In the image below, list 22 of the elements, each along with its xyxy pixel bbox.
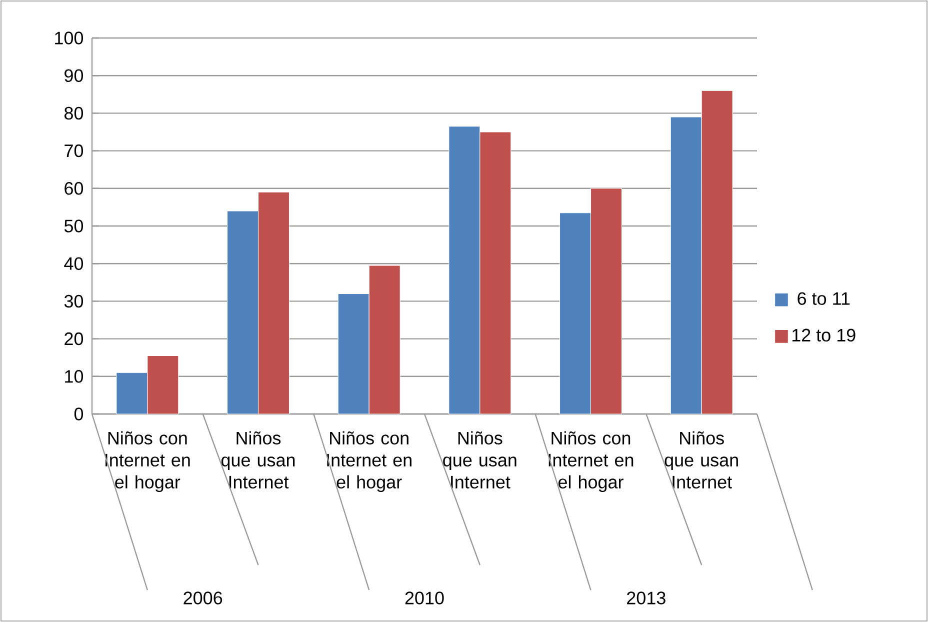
text: 2013 <box>627 592 666 604</box>
x-tick-label: Niños con Internet en el hogar <box>106 431 190 492</box>
y-tick-label: 60 <box>64 182 84 195</box>
y-tick-label: 80 <box>64 106 84 120</box>
x-tick-label: Niños con Internet en el hogar <box>327 431 412 492</box>
text: 2010 <box>405 592 444 604</box>
y-tick-label: 20 <box>64 332 84 346</box>
x-tick-label: Niños que usan Internet <box>664 431 738 488</box>
x-tick-label: Niños que usan Internet <box>221 431 295 488</box>
y-tick-label: 40 <box>64 257 84 270</box>
y-tick-label: 0 <box>74 408 84 420</box>
legend-label: 12 to 19 <box>792 328 856 342</box>
y-tick-label: 10 <box>65 370 84 383</box>
text: 2006 <box>184 592 222 604</box>
y-tick-label: 100 <box>55 32 84 44</box>
x-tick-label: Niños que usan Internet <box>443 431 516 488</box>
x-tick-label: Niños con Internet en el hogar <box>548 431 634 492</box>
y-tick-label: 70 <box>64 144 84 158</box>
legend-label: 6 to 11 <box>798 292 850 305</box>
y-tick-label: 90 <box>64 69 84 82</box>
y-tick-label: 30 <box>64 294 84 308</box>
y-tick-label: 50 <box>64 220 84 232</box>
